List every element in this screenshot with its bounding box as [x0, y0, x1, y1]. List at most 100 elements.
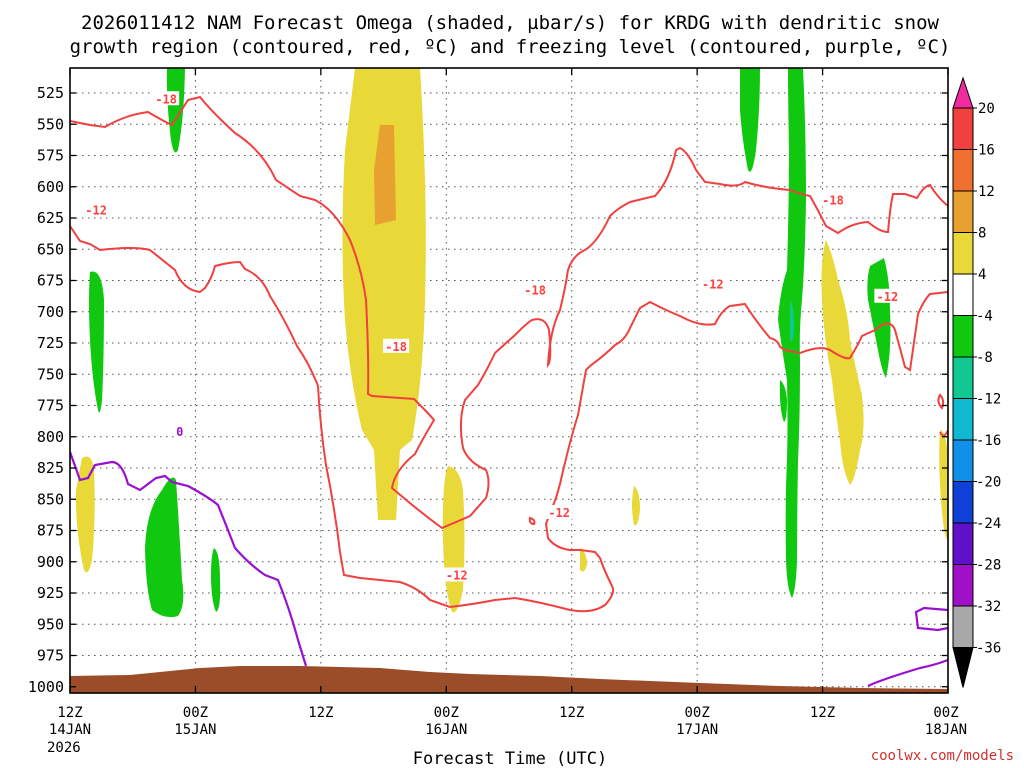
contour-label-bg-2 [383, 338, 410, 353]
contour-label-7: -18 [822, 194, 844, 208]
y-tick-label-17: 950 [37, 615, 64, 633]
y-tick-label-15: 900 [37, 553, 64, 571]
omega-area-yellow-1 [75, 456, 95, 573]
y-tick-label-10: 775 [37, 397, 64, 415]
contour-label-bg-6 [699, 276, 726, 291]
y-tick-label-7: 700 [37, 303, 64, 321]
colorbar-swatch-12 [952, 564, 974, 607]
dgz-contour-18-lobe [937, 393, 945, 410]
dgz-contour-12 [70, 225, 948, 613]
grid-layer [70, 68, 948, 693]
colorbar-label-12: -32 [976, 599, 1001, 615]
colorbar-label-0: 20 [978, 101, 995, 117]
colorbar-label-6: -8 [976, 350, 993, 366]
colorbar-swatch-13 [952, 605, 974, 648]
omega-shading [75, 68, 948, 618]
freezing-contour-0-right [867, 658, 948, 687]
contour-label-4: -12 [446, 569, 468, 583]
x-tick-date-5: 17JAN [676, 722, 718, 738]
contour-label-bg-7 [820, 192, 847, 207]
y-tick-label-4: 625 [37, 209, 64, 227]
contour-label-bg-1 [83, 202, 110, 217]
contour-label-bg-5 [546, 505, 573, 519]
colorbar-label-8: -16 [976, 433, 1001, 449]
colorbar-label-1: 16 [978, 143, 995, 159]
colorbar-label-5: -4 [976, 309, 993, 325]
omega-area-yellow-6 [939, 430, 948, 540]
colorbar-swatch-4 [952, 232, 974, 275]
y-axis: 525 550 575 600 625 650 675 700 725 750 775 800 825 8… [28, 84, 948, 696]
x-tick-date-0: 14JAN [49, 722, 91, 738]
y-tick-label-13: 850 [37, 490, 64, 508]
colorbar-label-13: -36 [976, 641, 1001, 657]
x-axis-title: Forecast Time (UTC) [413, 749, 607, 768]
colorbar-label-3: 8 [978, 226, 986, 242]
x-tick-label-0: 12Z [57, 705, 82, 721]
contour-label-0: -18 [155, 92, 177, 106]
omega-area-green-5 [740, 68, 760, 172]
colorbar: 20 16 12 8 4 -4 -8 -12 -16 -20 -24 -28 -32 -36 [952, 76, 1001, 688]
colorbar-cap-bottom [952, 647, 974, 688]
contour-label-bg-9 [174, 423, 185, 438]
chart-title-line1: 2026011412 NAM Forecast Omega (shaded, µ… [81, 12, 939, 34]
colorbar-swatch-7 [952, 356, 974, 399]
x-tick-date-1: 15JAN [174, 722, 216, 738]
y-tick-label-8: 725 [37, 334, 64, 352]
omega-area-yellow-5 [821, 240, 864, 485]
contour-label-5: -12 [548, 506, 570, 520]
y-tick-label-1: 550 [37, 115, 64, 133]
x-tick-date-3: 16JAN [425, 722, 467, 738]
omega-area-green-3 [145, 477, 184, 618]
contour-label-9: 0 [176, 425, 183, 439]
colorbar-label-10: -24 [976, 516, 1001, 532]
colorbar-label-9: -20 [976, 475, 1001, 491]
freezing-contour-0-right2 [914, 606, 948, 632]
x-tick-date-7: 18JAN [925, 722, 967, 738]
contour-label-bg-8 [874, 288, 901, 303]
plot-frame [69, 67, 949, 694]
x-tick-label-6: 12Z [810, 705, 835, 721]
omega-area-yellow-4 [580, 548, 587, 572]
dgz-contour-18-upper [70, 95, 948, 530]
colorbar-label-4: 4 [978, 267, 986, 283]
x-tick-label-2: 12Z [308, 705, 333, 721]
colorbar-swatch-2 [952, 149, 974, 192]
contour-label-bg-0 [153, 91, 180, 106]
chart-title-line2: growth region (contoured, red, ºC) and f… [70, 36, 951, 58]
contour-label-bg-3 [522, 282, 549, 297]
y-tick-label-19: 1000 [28, 678, 64, 696]
omega-area-green-8 [867, 258, 891, 378]
y-tick-label-0: 525 [37, 84, 64, 102]
colorbar-swatch-3 [952, 190, 974, 233]
colorbar-swatch-8 [952, 398, 974, 441]
x-tick-label-1: 00Z [183, 705, 208, 721]
omega-area-green-7 [779, 380, 787, 422]
contour-label-3: -18 [524, 284, 546, 298]
y-tick-label-3: 600 [37, 178, 64, 196]
colorbar-swatch-11 [952, 522, 974, 565]
dgz-contours [70, 95, 948, 613]
colorbar-swatch-1 [952, 107, 974, 150]
colorbar-label-11: -28 [976, 558, 1001, 574]
colorbar-label-7: -12 [976, 392, 1001, 408]
x-tick-label-5: 00Z [684, 705, 709, 721]
colorbar-swatch-9 [952, 439, 974, 482]
credit-text: coolwx.com/models [871, 748, 1014, 764]
x-tick-label-4: 12Z [559, 705, 584, 721]
contour-labels: -18 -12 -18 -18 -12 -12 -12 -18 -12 0 [83, 91, 901, 583]
freezing-level-contours [70, 451, 948, 687]
dgz-contour-12-lowerloop [528, 516, 536, 526]
colorbar-swatch-6 [952, 315, 974, 358]
omega-area-green-2 [89, 271, 104, 413]
y-tick-label-18: 975 [37, 647, 64, 665]
terrain-fill [70, 666, 948, 693]
y-tick-label-5: 650 [37, 240, 64, 258]
omega-area-green-4 [211, 548, 221, 612]
x-tick-label-3: 00Z [434, 705, 459, 721]
omega-area-yellow-3 [632, 486, 640, 526]
y-tick-label-14: 875 [37, 522, 64, 540]
omega-area-orange-core [374, 125, 396, 225]
colorbar-swatch-5 [952, 273, 974, 316]
